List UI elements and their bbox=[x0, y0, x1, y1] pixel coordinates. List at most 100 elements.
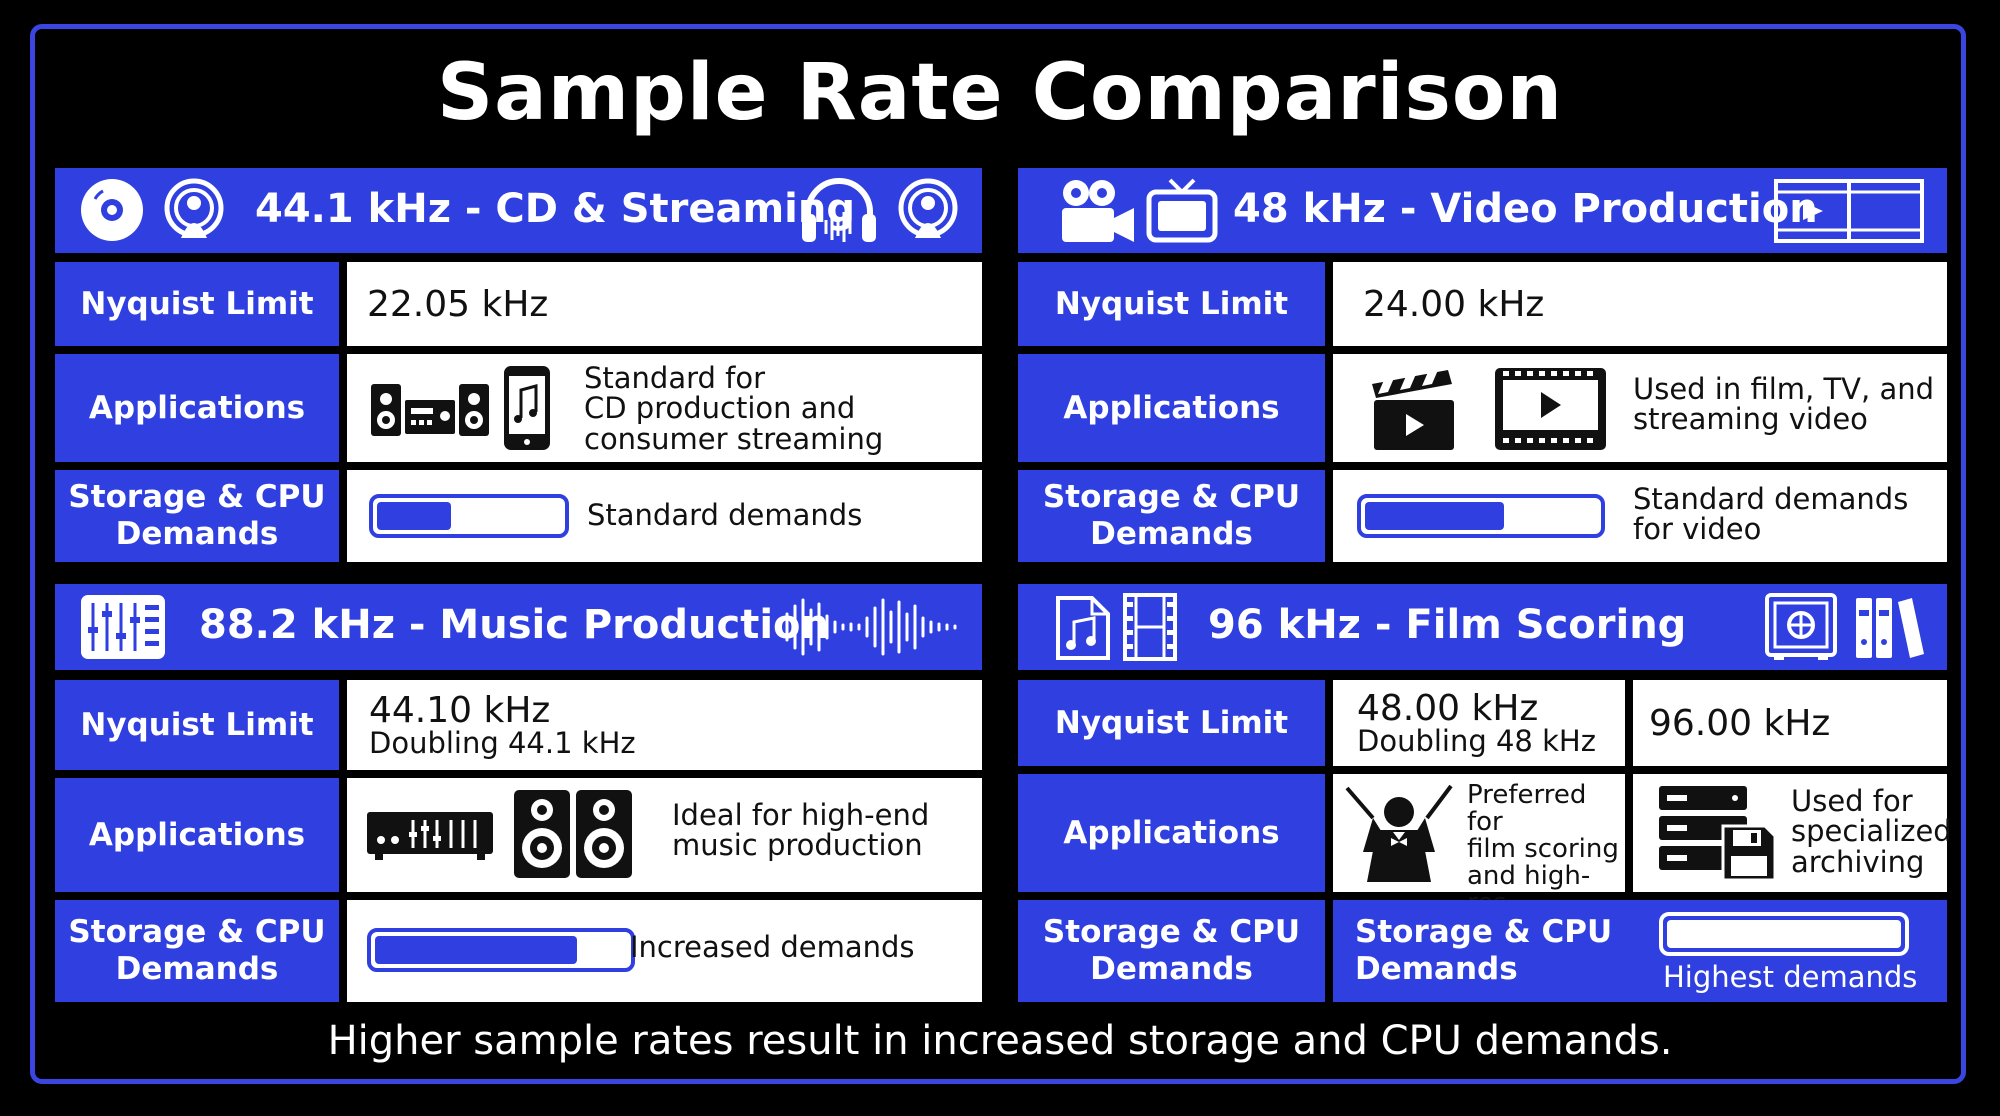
applications-line: film scoring bbox=[1467, 834, 1619, 865]
nyquist-value: 22.05 kHz bbox=[367, 283, 549, 325]
applications-line: music production bbox=[672, 828, 923, 863]
music-phone-icon bbox=[504, 366, 550, 450]
panel-header-film: 96 kHz - Film Scoring bbox=[1018, 584, 1947, 670]
applications-line: Used in film, TV, and bbox=[1633, 372, 1935, 406]
applications-line: specialized bbox=[1791, 814, 1952, 849]
demand-bar-fill bbox=[375, 936, 577, 964]
mixer-icon bbox=[81, 595, 165, 659]
applications-description: Used in film, TV, and streaming video bbox=[1633, 374, 1934, 435]
nyquist-value: 24.00 kHz bbox=[1363, 283, 1545, 325]
nyquist-value-cell: 22.05 kHz bbox=[347, 262, 982, 346]
nyquist-value: 44.10 kHz bbox=[369, 689, 551, 731]
panel-header-cd: 44.1 kHz - CD & Streaming bbox=[55, 168, 982, 253]
storage-text: Standard demands for video bbox=[1633, 484, 1908, 545]
applications-cell: Ideal for high-end music production bbox=[347, 778, 982, 892]
film-reel-icon bbox=[1123, 593, 1177, 661]
row-label-nyquist: Nyquist Limit bbox=[1018, 262, 1325, 346]
row-label-nyquist: Nyquist Limit bbox=[55, 262, 339, 346]
storage-label-line: Demands bbox=[115, 951, 279, 987]
row-label-storage: Storage & CPU Demands bbox=[55, 900, 339, 1002]
nyquist-value: 48.00 kHz bbox=[1357, 687, 1539, 729]
music-file-icon bbox=[1056, 596, 1110, 660]
storage-label-line: Demands bbox=[115, 516, 279, 552]
clapperboard-icon bbox=[1372, 370, 1454, 450]
server-archive-icon bbox=[1659, 786, 1777, 882]
storage-cell: Standard demands for video bbox=[1333, 470, 1947, 562]
binders-icon bbox=[1856, 598, 1924, 658]
film-strip-play-icon bbox=[1774, 179, 1924, 243]
storage-label-line: Storage & CPU bbox=[1042, 914, 1301, 951]
amplifier-icon bbox=[367, 812, 493, 860]
panel-title-video: 48 kHz - Video Production bbox=[1233, 186, 1818, 232]
storage-label-line: Demands bbox=[1090, 951, 1253, 987]
panel-header-music: 88.2 kHz - Music Production bbox=[55, 584, 982, 670]
row-label-applications: Applications bbox=[1018, 354, 1325, 462]
storage-cell-highest: Storage & CPU Demands Highest demands bbox=[1333, 900, 1947, 1002]
applications-cell: Used for specialized archiving bbox=[1633, 774, 1952, 892]
page-title: Sample Rate Comparison bbox=[436, 48, 1564, 138]
movie-camera-icon bbox=[1062, 180, 1134, 242]
nyquist-value-cell: 24.00 kHz bbox=[1333, 262, 1947, 346]
nyquist-value-cell: 96.00 kHz bbox=[1633, 680, 1947, 766]
row-label-storage: Storage & CPU Demands bbox=[1018, 470, 1325, 562]
cd-icon bbox=[81, 179, 143, 241]
speakers-icon bbox=[514, 790, 632, 878]
nyquist-value-cell: 48.00 kHz Doubling 48 kHz bbox=[1333, 680, 1625, 766]
panel-title-music: 88.2 kHz - Music Production bbox=[199, 602, 829, 648]
row-label-storage: Storage & CPU Demands bbox=[55, 470, 339, 562]
demand-bar-fill bbox=[1365, 502, 1505, 530]
row-label-nyquist: Nyquist Limit bbox=[1018, 680, 1325, 766]
storage-label-line: Demands bbox=[1090, 516, 1253, 552]
applications-cell: Used in film, TV, and streaming video bbox=[1333, 354, 1947, 462]
nyquist-note: Doubling 48 kHz bbox=[1357, 723, 1596, 758]
demand-bar bbox=[369, 494, 569, 538]
podcast-icon bbox=[898, 178, 958, 238]
row-label-applications: Applications bbox=[55, 778, 339, 892]
nyquist-value-secondary: 96.00 kHz bbox=[1649, 702, 1831, 744]
storage-label-line: Storage & CPU bbox=[1355, 914, 1613, 950]
applications-line: streaming video bbox=[1633, 402, 1868, 437]
storage-inline-label: Storage & CPU Demands bbox=[1355, 914, 1612, 987]
applications-line: Preferred for bbox=[1467, 780, 1587, 838]
demand-bar-fill bbox=[1667, 920, 1901, 948]
applications-line: Standard for bbox=[584, 361, 766, 395]
storage-cell: Standard demands bbox=[347, 470, 982, 562]
storage-label-line: Storage & CPU bbox=[68, 479, 326, 516]
row-label-applications: Applications bbox=[1018, 774, 1325, 892]
applications-description: Ideal for high-end music production bbox=[672, 800, 929, 861]
footer-note: Higher sample rates result in increased … bbox=[327, 1018, 1673, 1064]
tv-icon bbox=[1146, 178, 1218, 243]
storage-text: Standard demands bbox=[587, 498, 863, 532]
storage-text-line: for video bbox=[1633, 512, 1762, 547]
nyquist-value-cell: 44.10 kHz Doubling 44.1 kHz bbox=[347, 680, 982, 770]
demand-bar bbox=[1357, 494, 1605, 538]
storage-text: Increased demands bbox=[630, 930, 915, 964]
nyquist-note: Doubling 44.1 kHz bbox=[369, 725, 636, 760]
applications-line: CD production and bbox=[584, 391, 856, 426]
panel-header-video: 48 kHz - Video Production bbox=[1018, 168, 1947, 253]
applications-cell: Preferred for film scoring and high-res … bbox=[1333, 774, 1625, 944]
safe-icon bbox=[1765, 593, 1837, 660]
applications-line: archiving bbox=[1791, 844, 1925, 879]
applications-line: consumer streaming bbox=[584, 421, 884, 456]
applications-description: Standard for CD production and consumer … bbox=[584, 361, 884, 456]
panel-title-film: 96 kHz - Film Scoring bbox=[1208, 602, 1687, 648]
demand-bar-fill bbox=[377, 502, 451, 530]
row-label-nyquist: Nyquist Limit bbox=[55, 680, 339, 770]
demand-bar bbox=[367, 928, 635, 972]
stereo-system-icon bbox=[371, 384, 489, 436]
row-label-applications: Applications bbox=[55, 354, 339, 462]
demand-bar bbox=[1659, 912, 1909, 956]
row-label-storage: Storage & CPU Demands bbox=[1018, 900, 1325, 1002]
video-player-icon bbox=[1495, 368, 1606, 450]
storage-cell: Increased demands bbox=[347, 900, 982, 1002]
panel-title-cd: 44.1 kHz - CD & Streaming bbox=[255, 186, 855, 232]
conductor-icon bbox=[1345, 784, 1453, 882]
outer-frame bbox=[30, 24, 1966, 1084]
storage-text: Highest demands bbox=[1663, 960, 1918, 994]
applications-line: Ideal for high-end bbox=[672, 798, 930, 832]
applications-cell: Standard for CD production and consumer … bbox=[347, 354, 982, 462]
storage-label-line: Storage & CPU bbox=[1042, 479, 1301, 516]
storage-label-line: Storage & CPU bbox=[68, 914, 326, 951]
headphones-icon bbox=[802, 178, 876, 242]
